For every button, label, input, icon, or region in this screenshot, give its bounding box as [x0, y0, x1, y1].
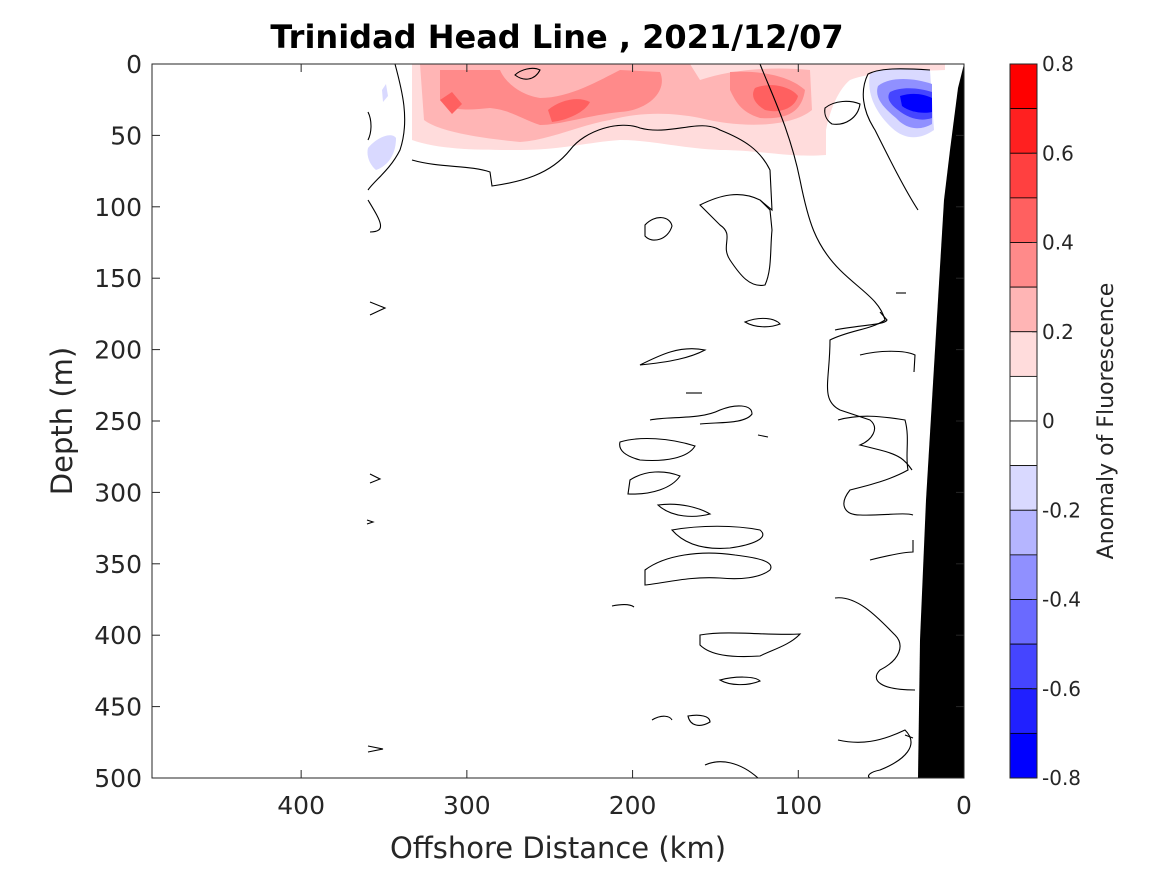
contour-line	[514, 67, 541, 80]
contour-line	[837, 729, 912, 779]
positive-anomaly-level-4b	[440, 92, 462, 114]
contour-line	[367, 745, 384, 753]
colorbar-level	[1009, 286, 1038, 333]
colorbar-tick-label: 0.2	[1042, 320, 1074, 344]
contour-line	[411, 124, 773, 212]
contour-line	[699, 632, 802, 658]
colorbar-level	[1009, 465, 1038, 511]
colorbar-tick-label: -0.2	[1042, 498, 1081, 522]
contour-line	[366, 519, 375, 525]
colorbar-tick-label: -0.8	[1042, 766, 1081, 790]
plot-area	[151, 63, 965, 779]
colorbar-level	[1009, 197, 1038, 243]
y-axis: 0 50 100 150 200 250 300 350 400 450 500	[94, 50, 964, 793]
contour-line	[367, 199, 381, 233]
x-tick-label: 0	[956, 791, 972, 820]
contour-line	[639, 348, 707, 366]
y-tick-label: 50	[110, 121, 142, 150]
contour-line	[644, 217, 673, 241]
colorbar-level	[1009, 420, 1038, 467]
colorbar-tick-label: 0	[1042, 409, 1055, 433]
x-axis-label: Offshore Distance (km)	[390, 831, 726, 865]
x-tick-label: 300	[443, 791, 491, 820]
colorbar-level	[1009, 108, 1038, 154]
y-tick-label: 450	[94, 693, 142, 722]
y-tick-label: 150	[94, 264, 142, 293]
positive-anomaly-level-4	[753, 85, 798, 112]
contour-line	[904, 734, 914, 739]
contour-line	[699, 194, 773, 286]
contour-line	[757, 434, 769, 438]
contour-line	[611, 604, 635, 608]
colorbar-level	[1009, 331, 1038, 377]
chart-title: Trinidad Head Line , 2021/12/07	[270, 18, 843, 56]
colorbar-level	[1009, 509, 1038, 556]
colorbar-level	[1009, 375, 1038, 422]
negative-anomaly-speck	[382, 84, 388, 102]
contour-line	[862, 68, 931, 211]
contour-line	[369, 473, 382, 484]
y-tick-label: 250	[94, 407, 142, 436]
colorbar: 0.8 0.6 0.4 0.2 0 -0.2 -0.4 -0.6 -0.8	[1009, 52, 1081, 790]
y-tick-label: 200	[94, 336, 142, 365]
colorbar-tick-label: -0.6	[1042, 677, 1081, 701]
contour-line	[656, 503, 712, 517]
colorbar-tick-label: 0.6	[1042, 141, 1074, 165]
contour-line	[367, 63, 406, 191]
y-tick-label: 0	[126, 50, 142, 79]
colorbar-tick-label: 0.4	[1042, 231, 1074, 255]
contour-lines	[366, 63, 931, 779]
contour-line	[743, 317, 781, 328]
contour-line	[687, 714, 711, 726]
colorbar-level	[1009, 152, 1038, 199]
contour-line	[651, 715, 673, 721]
y-tick-label: 100	[94, 193, 142, 222]
y-tick-label: 350	[94, 550, 142, 579]
x-tick-label: 200	[609, 791, 657, 820]
y-tick-label: 400	[94, 621, 142, 650]
positive-anomaly-level-4c	[548, 99, 590, 122]
negative-anomaly-level-4	[900, 93, 932, 113]
colorbar-tick-label: 0.8	[1042, 52, 1074, 76]
contour-line	[824, 100, 861, 125]
contour-line	[649, 405, 753, 425]
y-tick-label: 300	[94, 478, 142, 507]
plot-background	[152, 64, 964, 778]
colorbar-level	[1009, 688, 1038, 734]
bathymetry-fill	[918, 64, 964, 778]
contour-line	[704, 761, 759, 779]
anomaly-fill-layer	[367, 64, 945, 170]
contour-line	[759, 63, 913, 471]
colorbar-level	[1009, 643, 1038, 690]
colorbar-level	[1009, 242, 1038, 288]
colorbar-level	[1009, 63, 1038, 110]
contour-line	[369, 301, 387, 316]
positive-anomaly-level-3	[440, 70, 662, 125]
contour-line	[834, 540, 916, 691]
x-tick-label: 100	[774, 791, 822, 820]
contour-line	[367, 111, 372, 141]
contour-line	[619, 438, 696, 462]
contour-line	[837, 415, 914, 516]
x-tick-label: 400	[277, 791, 325, 820]
y-axis-label: Depth (m)	[45, 347, 79, 495]
colorbar-tick-label: -0.4	[1042, 588, 1081, 612]
contour-line	[718, 676, 761, 686]
contour-line	[834, 311, 916, 373]
contour-line	[644, 552, 772, 586]
colorbar-level	[1009, 732, 1038, 779]
negative-anomaly-offshore	[367, 135, 396, 170]
x-axis: 400 300 200 100 0	[277, 64, 972, 820]
colorbar-level	[1009, 554, 1038, 600]
y-tick-label: 500	[94, 764, 142, 793]
contour-line	[627, 471, 681, 495]
contour-line	[670, 525, 764, 549]
colorbar-level	[1009, 599, 1038, 645]
colorbar-label: Anomaly of Fluorescence	[1094, 283, 1119, 560]
